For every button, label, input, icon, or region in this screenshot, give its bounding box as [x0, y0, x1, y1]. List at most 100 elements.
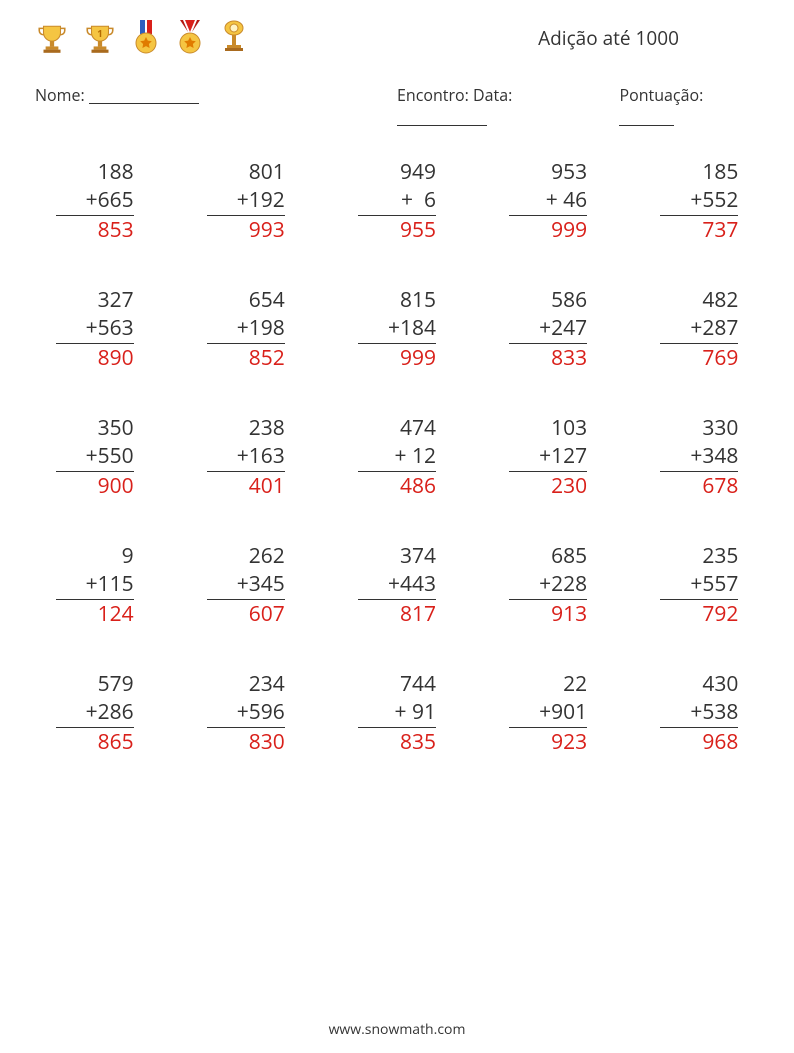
problem-cell: 9+115 124: [56, 542, 134, 628]
problem-cell: 482+287 769: [660, 286, 738, 372]
answer: 968: [660, 728, 738, 756]
operand-b: + 91: [358, 698, 436, 727]
operand-b: +247: [509, 314, 587, 343]
problem-cell: 654+198 852: [207, 286, 285, 372]
operand-b: +287: [660, 314, 738, 343]
problem-cell: 430+538 968: [660, 670, 738, 756]
trophy-number-one-icon: 1: [83, 22, 117, 56]
problem-cell: 235+557 792: [660, 542, 738, 628]
operand-b: +198: [207, 314, 285, 343]
answer: 737: [660, 216, 738, 244]
problem-cell: 188+665 853: [56, 158, 134, 244]
header-icons: 1: [35, 20, 249, 56]
operand-a: 482: [660, 286, 738, 314]
operand-a: 9: [56, 542, 134, 570]
operand-b: +228: [509, 570, 587, 599]
operand-b: +563: [56, 314, 134, 343]
operand-a: 430: [660, 670, 738, 698]
problem-cell: 22+901 923: [509, 670, 587, 756]
date-blank[interactable]: [397, 110, 487, 126]
name-label: Nome:: [35, 84, 85, 106]
answer: 124: [56, 600, 134, 628]
score-label: Pontuação:: [619, 84, 703, 106]
operand-a: 238: [207, 414, 285, 442]
problem-cell: 330+348 678: [660, 414, 738, 500]
operand-b: +550: [56, 442, 134, 471]
answer: 923: [509, 728, 587, 756]
problem-cell: 949+ 6 955: [358, 158, 436, 244]
page-title: Adição até 1000: [538, 25, 679, 51]
answer: 486: [358, 472, 436, 500]
operand-a: 327: [56, 286, 134, 314]
operand-b: +192: [207, 186, 285, 215]
operand-a: 474: [358, 414, 436, 442]
operand-b: +552: [660, 186, 738, 215]
problem-cell: 744+ 91 835: [358, 670, 436, 756]
answer: 401: [207, 472, 285, 500]
problem-cell: 185+552 737: [660, 158, 738, 244]
footer-text: www.snowmath.com: [329, 1020, 466, 1039]
problem-cell: 579+286 865: [56, 670, 134, 756]
answer: 999: [509, 216, 587, 244]
operand-b: +115: [56, 570, 134, 599]
operand-a: 949: [358, 158, 436, 186]
operand-a: 579: [56, 670, 134, 698]
problem-cell: 474+ 12 486: [358, 414, 436, 500]
encounter-label: Encontro: Data:: [397, 84, 512, 106]
operand-b: +901: [509, 698, 587, 727]
operand-a: 801: [207, 158, 285, 186]
answer: 833: [509, 344, 587, 372]
answer: 835: [358, 728, 436, 756]
answer: 853: [56, 216, 134, 244]
problem-cell: 327+563 890: [56, 286, 134, 372]
answer: 678: [660, 472, 738, 500]
problem-cell: 586+247 833: [509, 286, 587, 372]
answer: 852: [207, 344, 285, 372]
medal-ribbon-red-icon: [175, 20, 205, 56]
answer: 607: [207, 600, 285, 628]
operand-a: 586: [509, 286, 587, 314]
answer: 792: [660, 600, 738, 628]
operand-a: 235: [660, 542, 738, 570]
trophy-gold-icon: [35, 22, 69, 56]
problem-cell: 350+550 900: [56, 414, 134, 500]
operand-a: 188: [56, 158, 134, 186]
problem-cell: 234+596 830: [207, 670, 285, 756]
problem-cell: 685+228 913: [509, 542, 587, 628]
answer: 999: [358, 344, 436, 372]
header: 1: [35, 20, 759, 56]
answer: 830: [207, 728, 285, 756]
operand-a: 22: [509, 670, 587, 698]
operand-b: +127: [509, 442, 587, 471]
problem-cell: 815+184 999: [358, 286, 436, 372]
problem-cell: 262+345 607: [207, 542, 285, 628]
operand-a: 654: [207, 286, 285, 314]
answer: 865: [56, 728, 134, 756]
operand-b: +596: [207, 698, 285, 727]
meta-score: Pontuação:: [619, 84, 759, 128]
operand-b: +665: [56, 186, 134, 215]
meta-date: Encontro: Data:: [397, 84, 601, 128]
operand-a: 234: [207, 670, 285, 698]
problem-cell: 374+443 817: [358, 542, 436, 628]
problems-grid: 188+665 853 801+192 993 949+ 6 955 953+ …: [35, 158, 759, 756]
name-blank[interactable]: [89, 88, 199, 104]
meta-row: Nome: Encontro: Data: Pontuação:: [35, 84, 759, 128]
operand-a: 330: [660, 414, 738, 442]
meta-name: Nome:: [35, 84, 397, 128]
operand-a: 685: [509, 542, 587, 570]
operand-a: 815: [358, 286, 436, 314]
operand-a: 953: [509, 158, 587, 186]
operand-b: +163: [207, 442, 285, 471]
operand-b: + 46: [509, 186, 587, 215]
medal-ribbon-blue-red-icon: [131, 20, 161, 56]
operand-b: +443: [358, 570, 436, 599]
problem-cell: 953+ 46 999: [509, 158, 587, 244]
operand-b: +286: [56, 698, 134, 727]
answer: 817: [358, 600, 436, 628]
operand-a: 744: [358, 670, 436, 698]
operand-a: 374: [358, 542, 436, 570]
operand-a: 262: [207, 542, 285, 570]
score-blank[interactable]: [619, 110, 674, 126]
operand-b: +184: [358, 314, 436, 343]
